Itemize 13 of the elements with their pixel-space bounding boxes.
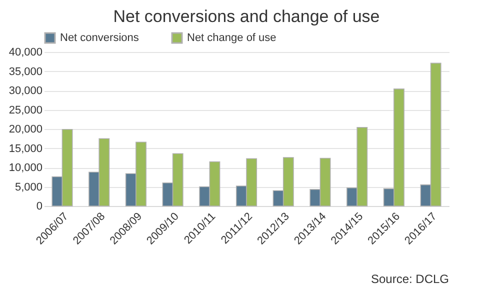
- y-tick-label: 20,000: [8, 124, 42, 136]
- y-tick-label: 15,000: [8, 142, 42, 155]
- y-tick-label: 35,000: [8, 66, 42, 78]
- y-tick-label: 0: [36, 200, 42, 212]
- y-tick-label: 10,000: [8, 162, 42, 174]
- legend-label: Net conversions: [60, 32, 140, 44]
- chart-title: Net conversions and change of use: [113, 7, 380, 26]
- source-note: Source: DCLG: [370, 272, 449, 286]
- y-tick-label: 40,000: [8, 46, 42, 58]
- y-tick-label: 30,000: [8, 85, 42, 97]
- y-tick-label: 25,000: [8, 104, 42, 116]
- legend-label: Net change of use: [187, 32, 276, 44]
- y-tick-label: 5,000: [14, 181, 42, 194]
